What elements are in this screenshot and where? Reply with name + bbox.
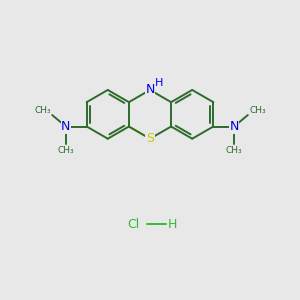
- Text: H: H: [155, 78, 164, 88]
- Text: N: N: [61, 120, 70, 133]
- Text: CH₃: CH₃: [226, 146, 242, 155]
- Text: H: H: [168, 218, 177, 231]
- Text: S: S: [146, 132, 154, 145]
- Text: CH₃: CH₃: [58, 146, 74, 155]
- Text: CH₃: CH₃: [249, 106, 266, 115]
- Text: Cl: Cl: [128, 218, 140, 231]
- Text: N: N: [145, 83, 155, 97]
- Text: CH₃: CH₃: [34, 106, 51, 115]
- Text: N: N: [230, 120, 239, 133]
